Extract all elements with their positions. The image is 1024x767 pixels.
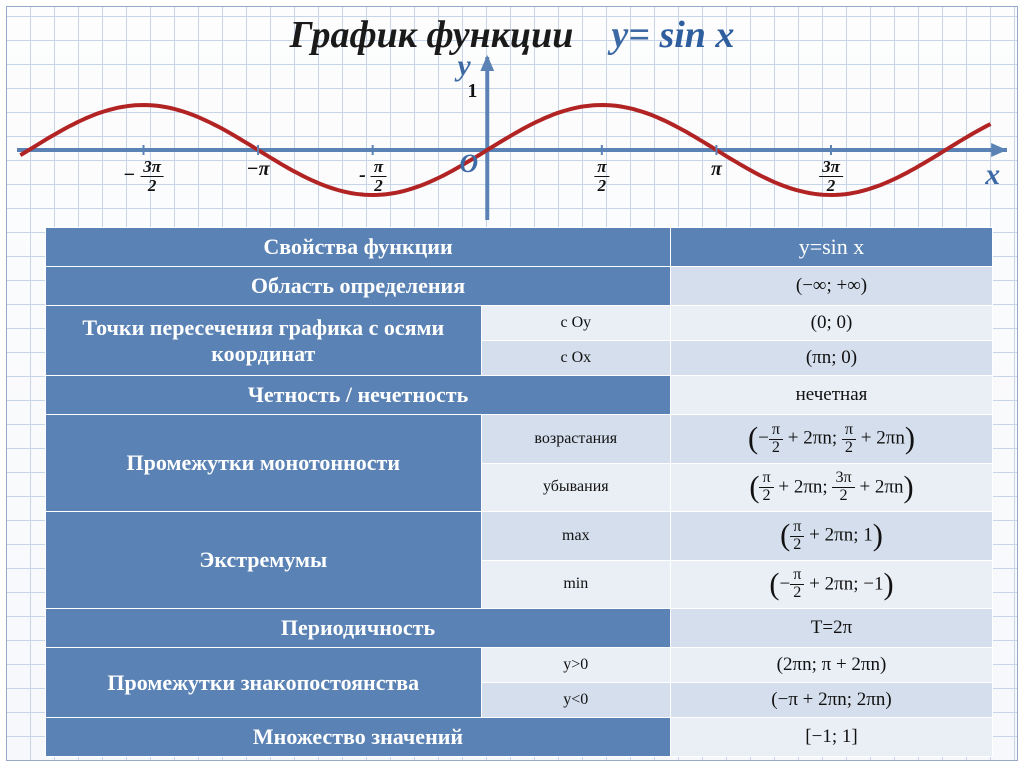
table-row: Множество значений[−1; 1] xyxy=(46,718,993,757)
table-row: Четность / нечетностьнечетная xyxy=(46,376,993,415)
table-row: Промежутки монотонностивозрастания(−π2 +… xyxy=(46,415,993,464)
x-tick-label: π xyxy=(711,158,722,181)
property-sub: y>0 xyxy=(481,648,670,683)
property-value: (0; 0) xyxy=(671,306,993,341)
property-value: (πn; 0) xyxy=(671,341,993,376)
property-name: Точки пересечения графика с осями коорди… xyxy=(46,306,482,376)
property-name: Периодичность xyxy=(46,609,671,648)
property-value: (π2 + 2πn; 3π2 + 2πn) xyxy=(671,463,993,512)
property-name: Промежутки знакопостоянства xyxy=(46,648,482,718)
title-formula-prefix: y= xyxy=(611,14,659,56)
property-sub: с Oy xyxy=(481,306,670,341)
property-sub: max xyxy=(481,512,670,561)
title-formula-func: sin x xyxy=(659,14,734,56)
table-row: ПериодичностьT=2π xyxy=(46,609,993,648)
x-tick-label: π2 xyxy=(594,158,609,195)
property-sub: убывания xyxy=(481,463,670,512)
table-row: Промежутки знакопостоянстваy>0(2πn; π + … xyxy=(46,648,993,683)
table-row: Точки пересечения графика с осями коорди… xyxy=(46,306,993,341)
table-row: Область определения(−∞; +∞) xyxy=(46,267,993,306)
property-value: T=2π xyxy=(671,609,993,648)
property-value: [−1; 1] xyxy=(671,718,993,757)
title-text: График функции xyxy=(290,14,574,56)
slide-title: График функции y= sin x xyxy=(7,13,1017,57)
property-value: (2πn; π + 2πn) xyxy=(671,648,993,683)
property-name: Четность / нечетность xyxy=(46,376,671,415)
property-value: (π2 + 2πn; 1) xyxy=(671,512,993,561)
property-sub: возрастания xyxy=(481,415,670,464)
property-sub: y<0 xyxy=(481,683,670,718)
property-name: Множество значений xyxy=(46,718,671,757)
x-tick-label: 3π2 xyxy=(819,158,843,195)
properties-table: Свойства функции y=sin x Область определ… xyxy=(45,227,993,757)
property-name: Промежутки монотонности xyxy=(46,415,482,512)
property-sub: с Ox xyxy=(481,341,670,376)
property-value: (−π2 + 2πn; −1) xyxy=(671,560,993,609)
slide-frame: График функции y= sin x yxO1 − 3π2−π- π2… xyxy=(6,6,1018,761)
x-tick-label: −π xyxy=(247,158,270,181)
property-value: (−π + 2πn; 2πn) xyxy=(671,683,993,718)
table-row: Экстремумыmax(π2 + 2πn; 1) xyxy=(46,512,993,561)
property-sub: min xyxy=(481,560,670,609)
sine-chart: yxO1 − 3π2−π- π2π2π3π2 xyxy=(17,55,1007,220)
property-name: Экстремумы xyxy=(46,512,482,609)
table-header-left: Свойства функции xyxy=(46,228,671,267)
property-value: (−π2 + 2πn; π2 + 2πn) xyxy=(671,415,993,464)
property-name: Область определения xyxy=(46,267,671,306)
x-tick-label: - π2 xyxy=(359,158,386,195)
x-tick-label: − 3π2 xyxy=(123,158,164,195)
table-header-right: y=sin x xyxy=(671,228,993,267)
property-value: (−∞; +∞) xyxy=(671,267,993,306)
property-value: нечетная xyxy=(671,376,993,415)
